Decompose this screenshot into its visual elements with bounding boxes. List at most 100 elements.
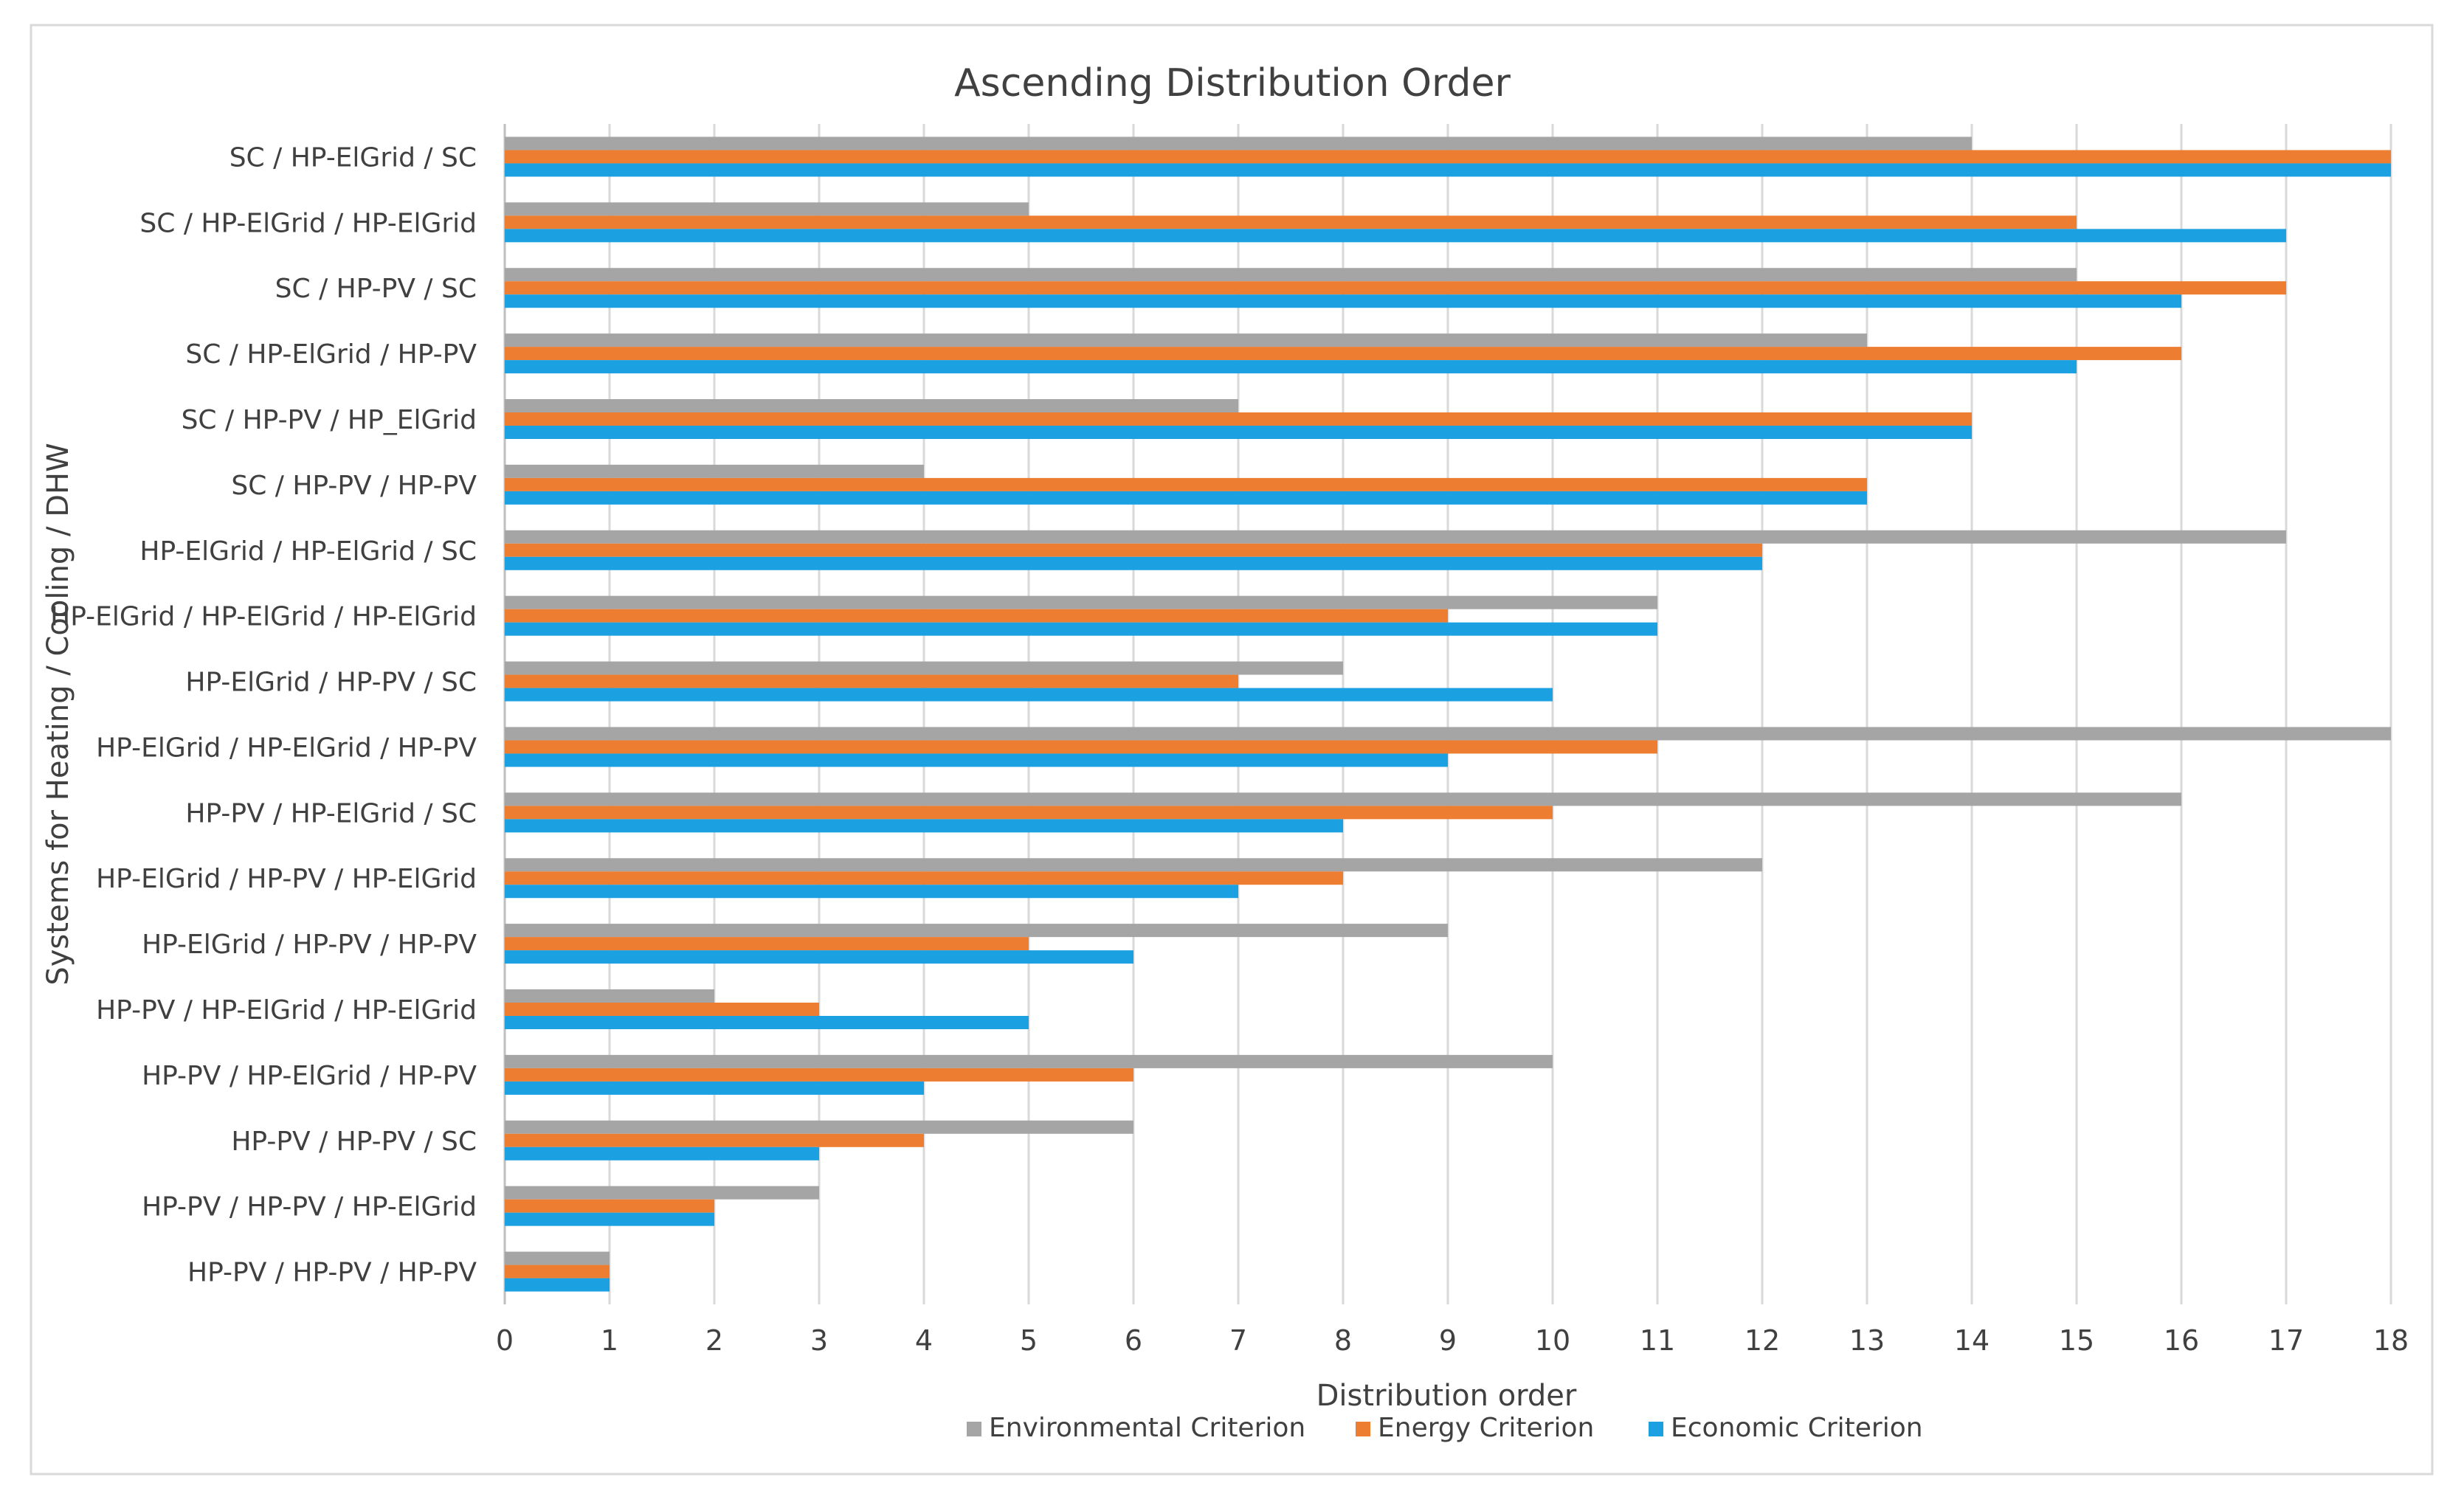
x-tick-label: 14: [1954, 1324, 1990, 1357]
legend-label: Environmental Criterion: [989, 1413, 1305, 1443]
x-tick-label: 8: [1334, 1324, 1352, 1357]
bar-energy-criterion: [505, 937, 1029, 951]
x-tick-label: 16: [2164, 1324, 2199, 1357]
y-category-label: HP-PV / HP-ElGrid / SC: [185, 798, 477, 829]
x-tick-label: 6: [1125, 1324, 1142, 1357]
bar-energy-criterion: [505, 150, 2391, 164]
bar-economic-criterion: [505, 688, 1553, 702]
bar-economic-criterion: [505, 163, 2391, 177]
legend-label: Energy Criterion: [1378, 1413, 1594, 1443]
bar-environmental-criterion: [505, 727, 2391, 741]
bar-energy-criterion: [505, 806, 1553, 820]
bar-environmental-criterion: [505, 399, 1238, 412]
legend-swatch: [1649, 1422, 1663, 1436]
bar-environmental-criterion: [505, 202, 1029, 216]
bar-environmental-criterion: [505, 924, 1448, 938]
y-category-label: HP-ElGrid / HP-ElGrid / SC: [139, 536, 477, 567]
y-category-label: SC / HP-PV / SC: [275, 274, 477, 304]
x-tick-label: 5: [1020, 1324, 1038, 1357]
bar-energy-criterion: [505, 871, 1343, 885]
bar-environmental-criterion: [505, 792, 2181, 806]
legend-label: Economic Criterion: [1671, 1413, 1923, 1443]
bar-economic-criterion: [505, 819, 1343, 833]
bar-economic-criterion: [505, 753, 1448, 767]
bar-energy-criterion: [505, 1199, 714, 1213]
gridlines: [503, 124, 2392, 1304]
bar-economic-criterion: [505, 426, 1972, 439]
y-category-label: SC / HP-PV / HP_ElGrid: [182, 405, 477, 435]
bar-economic-criterion: [505, 1081, 924, 1095]
bar-economic-criterion: [505, 360, 2077, 374]
x-tick-label: 15: [2059, 1324, 2094, 1357]
bar-energy-criterion: [505, 1265, 610, 1279]
y-category-label: HP-PV / HP-PV / SC: [231, 1127, 477, 1157]
bar-environmental-criterion: [505, 1251, 610, 1265]
bar-energy-criterion: [505, 477, 1867, 491]
y-category-label: HP-PV / HP-ElGrid / HP-PV: [142, 1061, 477, 1091]
x-tick-label: 1: [601, 1324, 618, 1357]
x-tick-label: 0: [496, 1324, 514, 1357]
x-tick-label: 7: [1229, 1324, 1247, 1357]
x-tick-label: 9: [1439, 1324, 1457, 1357]
y-category-label: HP-ElGrid / HP-ElGrid / HP-ElGrid: [50, 602, 477, 632]
bar-energy-criterion: [505, 215, 2077, 229]
y-category-label: SC / HP-ElGrid / HP-PV: [185, 339, 477, 370]
y-category-label: HP-ElGrid / HP-PV / HP-PV: [142, 930, 477, 960]
bar-economic-criterion: [505, 1016, 1029, 1029]
bar-energy-criterion: [505, 543, 1762, 557]
bar-energy-criterion: [505, 347, 2181, 361]
bar-economic-criterion: [505, 491, 1867, 505]
bar-economic-criterion: [505, 885, 1238, 899]
x-tick-label: 10: [1535, 1324, 1570, 1357]
legend-swatch: [967, 1422, 981, 1436]
legend-swatch: [1356, 1422, 1370, 1436]
bar-economic-criterion: [505, 950, 1133, 964]
x-tick-label: 12: [1745, 1324, 1780, 1357]
x-tick-label: 3: [810, 1324, 828, 1357]
y-category-label: HP-PV / HP-PV / HP-ElGrid: [142, 1192, 477, 1222]
bar-environmental-criterion: [505, 1120, 1133, 1134]
y-category-label: SC / HP-ElGrid / HP-ElGrid: [139, 208, 477, 238]
bar-environmental-criterion: [505, 661, 1343, 675]
y-category-label: HP-ElGrid / HP-ElGrid / HP-PV: [96, 733, 477, 763]
bar-economic-criterion: [505, 294, 2181, 308]
bar-energy-criterion: [505, 674, 1238, 688]
bar-economic-criterion: [505, 229, 2286, 243]
y-category-label: HP-PV / HP-PV / HP-PV: [187, 1258, 477, 1288]
bar-economic-criterion: [505, 1212, 714, 1226]
bar-energy-criterion: [505, 740, 1657, 754]
bar-environmental-criterion: [505, 136, 1972, 151]
x-tick-label: 2: [705, 1324, 723, 1357]
bar-environmental-criterion: [505, 464, 924, 478]
bar-environmental-criterion: [505, 595, 1657, 609]
bar-environmental-criterion: [505, 530, 2286, 544]
bar-environmental-criterion: [505, 858, 1762, 872]
bar-energy-criterion: [505, 609, 1448, 623]
bar-environmental-criterion: [505, 268, 2077, 282]
x-axis-title: Distribution order: [1316, 1379, 1577, 1413]
legend: Environmental Criterion Energy Criterion E…: [967, 1413, 1923, 1443]
bar-environmental-criterion: [505, 1054, 1553, 1068]
bar-economic-criterion: [505, 1278, 610, 1292]
x-tick-label: 17: [2268, 1324, 2304, 1357]
bar-energy-criterion: [505, 1068, 1133, 1082]
y-category-label: SC / HP-PV / HP-PV: [231, 471, 477, 501]
x-tick-label: 13: [1849, 1324, 1885, 1357]
bar-energy-criterion: [505, 412, 1972, 426]
x-tick-label: 11: [1640, 1324, 1675, 1357]
bar-economic-criterion: [505, 556, 1762, 570]
bar-environmental-criterion: [505, 989, 714, 1003]
bars: [505, 136, 2391, 1292]
bar-energy-criterion: [505, 1133, 924, 1147]
x-tick-label: 18: [2373, 1324, 2409, 1357]
bar-economic-criterion: [505, 622, 1657, 636]
bar-economic-criterion: [505, 1146, 819, 1161]
y-category-label: HP-PV / HP-ElGrid / HP-ElGrid: [96, 995, 477, 1025]
y-category-label: SC / HP-ElGrid / SC: [230, 142, 477, 173]
bar-environmental-criterion: [505, 1186, 819, 1200]
y-category-label: HP-ElGrid / HP-PV / HP-ElGrid: [96, 864, 477, 894]
bar-energy-criterion: [505, 281, 2286, 295]
bar-energy-criterion: [505, 1003, 819, 1016]
